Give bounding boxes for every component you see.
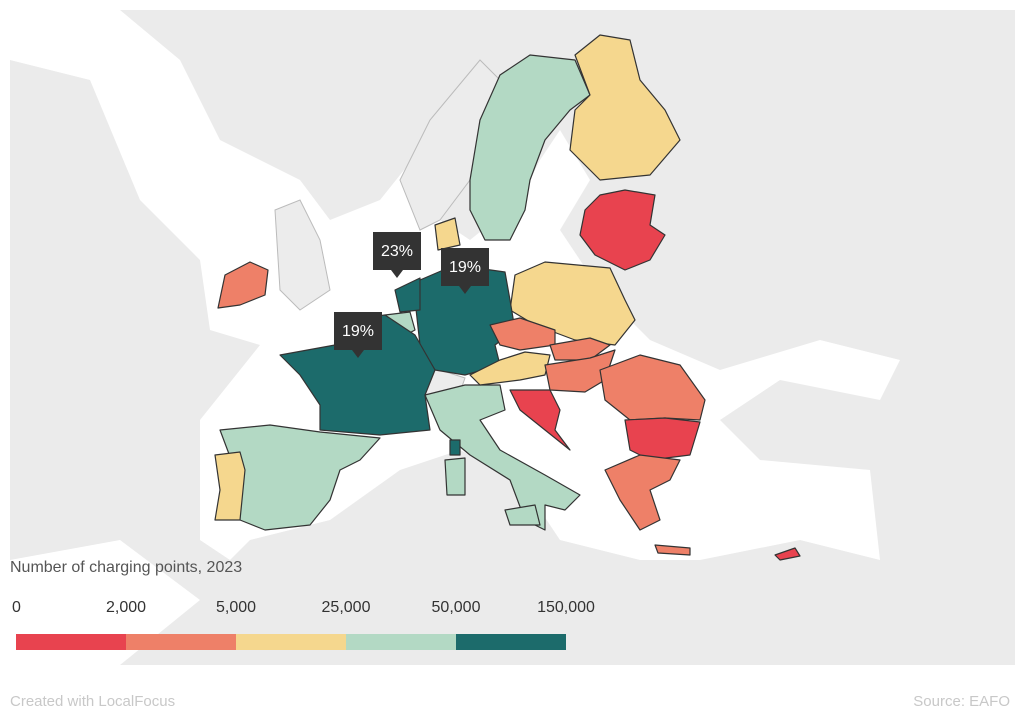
legend-swatch (346, 634, 456, 650)
germany (414, 264, 516, 376)
sicily (504, 504, 541, 526)
legend-swatch (236, 634, 346, 650)
legend-title: Number of charging points, 2023 (10, 559, 242, 576)
poland (509, 261, 636, 346)
callout-box (441, 248, 489, 294)
legend-tick-label: 50,000 (432, 599, 481, 616)
callout-box (373, 232, 421, 278)
legend-swatch (126, 634, 236, 650)
greece (604, 454, 681, 531)
italy (424, 384, 581, 531)
legend-swatch (16, 634, 126, 650)
crete (654, 544, 691, 556)
denmark (434, 217, 461, 251)
source: Source: EAFO (913, 693, 1010, 710)
uk (274, 199, 331, 311)
bulgaria (624, 417, 701, 461)
sea-area (10, 540, 200, 665)
legend-tick-label: 0 (12, 599, 21, 616)
credit: Created with LocalFocus (10, 693, 175, 710)
callout-box (334, 312, 382, 358)
legend: 0 2,000 5,000 25,000 50,000 150,000 (12, 599, 595, 650)
non-eu-land (274, 59, 501, 396)
corsica (449, 439, 461, 456)
countries (214, 34, 801, 561)
netherlands (394, 277, 421, 313)
sweden (469, 54, 591, 241)
legend-tick-label: 25,000 (322, 599, 371, 616)
callout-label: 19% (449, 259, 481, 276)
legend-swatch (456, 634, 566, 650)
legend-tick-label: 150,000 (537, 599, 595, 616)
baltics (579, 189, 666, 271)
ireland (217, 261, 269, 309)
finland (569, 34, 681, 181)
callout-label: 23% (381, 243, 413, 260)
slovakia (549, 337, 611, 361)
croatia (509, 389, 571, 451)
legend-tick-label: 5,000 (216, 599, 256, 616)
romania (599, 354, 706, 421)
callout-label: 19% (342, 323, 374, 340)
sardinia (444, 457, 466, 496)
legend-tick-label: 2,000 (106, 599, 146, 616)
callouts: 23% 19% 19% (334, 232, 489, 358)
cyprus (774, 547, 801, 561)
portugal (214, 451, 246, 521)
